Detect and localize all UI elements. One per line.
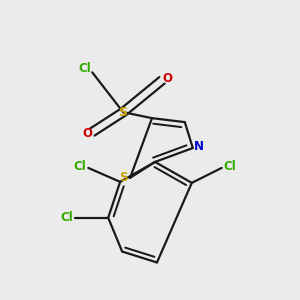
Text: S: S bbox=[118, 106, 127, 119]
Text: S: S bbox=[119, 171, 128, 184]
Text: O: O bbox=[162, 72, 172, 85]
Text: O: O bbox=[82, 127, 92, 140]
Text: Cl: Cl bbox=[74, 160, 86, 173]
Text: Cl: Cl bbox=[60, 211, 73, 224]
Text: Cl: Cl bbox=[78, 62, 91, 75]
Text: N: N bbox=[194, 140, 204, 153]
Text: Cl: Cl bbox=[224, 160, 236, 173]
